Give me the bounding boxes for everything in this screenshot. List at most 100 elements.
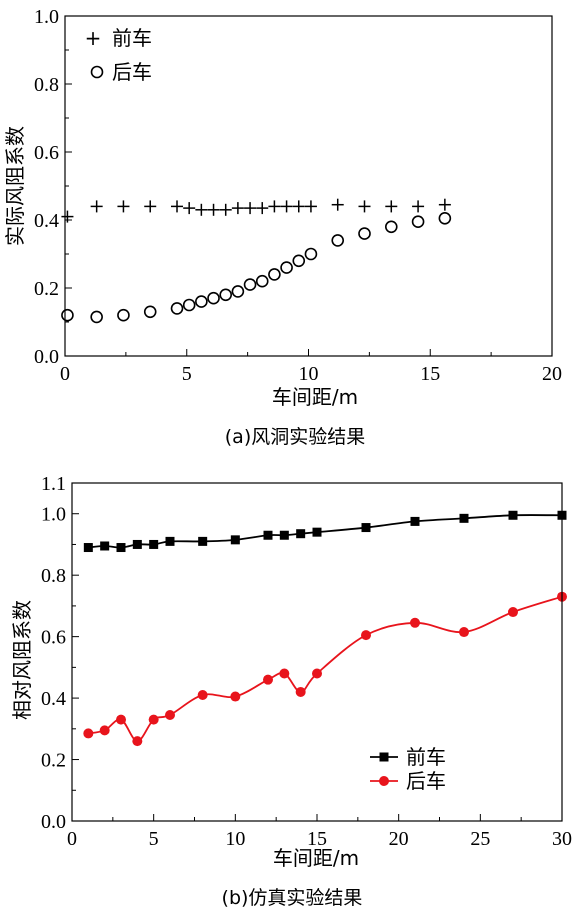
data-point-front xyxy=(361,523,371,533)
chart-a-legend: + 前车 后车 xyxy=(85,26,152,84)
data-point-rear xyxy=(143,305,157,319)
data-point-front xyxy=(304,200,317,213)
data-point-rear xyxy=(331,234,345,247)
data-point-rear xyxy=(117,308,130,322)
chart-b-ytick-label: 0.6 xyxy=(41,627,66,649)
data-point-front xyxy=(263,530,273,540)
chart-a-ytick-label: 0.2 xyxy=(34,278,59,300)
chart-a-ytick-label: 0.6 xyxy=(34,142,59,164)
data-point-front xyxy=(83,543,93,553)
data-point-front xyxy=(198,536,208,546)
data-point-rear xyxy=(384,220,398,234)
data-point-front xyxy=(116,543,126,553)
data-point-rear xyxy=(243,278,257,291)
data-point-front xyxy=(296,529,306,539)
data-point-rear xyxy=(207,291,220,305)
data-point-rear xyxy=(410,617,420,628)
legend-b-square-marker xyxy=(379,752,389,762)
data-point-rear xyxy=(165,709,175,720)
chart-b-xtick-label: 15 xyxy=(307,828,327,850)
chart-b-ylabel: 相对风阻系数 xyxy=(10,600,34,720)
data-point-rear xyxy=(411,215,425,228)
chart-a-caption: (a)风洞实验结果 xyxy=(225,426,365,448)
data-point-front xyxy=(438,198,451,211)
data-point-front xyxy=(171,200,184,213)
chart-a-ylabel: 实际风阻系数 xyxy=(3,126,27,246)
legend-a-plus-marker: + xyxy=(85,26,102,50)
data-point-rear xyxy=(459,627,469,638)
chart-b-xtick-label: 5 xyxy=(149,828,159,850)
data-point-rear xyxy=(83,728,94,739)
chart-b-xtick-label: 25 xyxy=(470,828,490,850)
chart-b-xtick-label: 0 xyxy=(67,828,77,850)
data-point-rear xyxy=(304,247,318,261)
chart-a-ytick-label: 0.4 xyxy=(34,210,59,232)
chart-b-lines xyxy=(88,514,563,743)
data-point-rear xyxy=(231,285,245,298)
data-point-front xyxy=(219,203,232,216)
data-point-front xyxy=(231,202,244,215)
data-point-front xyxy=(144,200,157,213)
chart-a-ytick-label: 0.0 xyxy=(34,346,59,368)
data-point-rear xyxy=(90,310,103,324)
chart-a-xtick-label: 20 xyxy=(542,363,562,385)
data-point-front xyxy=(244,202,257,215)
data-point-rear xyxy=(170,302,184,315)
chart-b-ytick-label: 0.2 xyxy=(41,750,66,772)
chart-b-ytick-label: 0.8 xyxy=(41,565,66,587)
data-point-rear xyxy=(312,668,322,679)
chart-a-xtick-label: 10 xyxy=(299,363,319,385)
chart-b-marks xyxy=(83,510,567,747)
chart-b-ticks: 0 5 10 15 20 25 30 0.0 0.2 0.4 0.6 0.8 1.0 1.1 xyxy=(41,473,572,850)
chart-b-caption: (b)仿真实验结果 xyxy=(222,887,363,909)
chart-b-xtick-label: 10 xyxy=(225,828,245,850)
series-line-rear xyxy=(88,595,563,743)
data-point-rear xyxy=(361,630,371,641)
data-point-rear xyxy=(219,288,233,302)
data-point-rear xyxy=(295,686,306,697)
data-point-rear xyxy=(268,268,281,281)
data-point-front xyxy=(358,200,371,213)
chart-a-ytick-label: 1.0 xyxy=(34,6,59,28)
legend-a-label-front: 前车 xyxy=(112,26,152,50)
data-point-front xyxy=(385,200,398,213)
data-point-front xyxy=(279,530,289,540)
data-point-front xyxy=(459,513,469,523)
series-line-front xyxy=(88,514,563,549)
data-point-rear xyxy=(116,714,126,725)
chart-a-xtick-label: 15 xyxy=(420,363,440,385)
data-point-front xyxy=(195,203,208,216)
data-point-rear xyxy=(255,274,269,288)
data-point-front xyxy=(230,535,240,545)
data-point-front xyxy=(268,200,281,213)
chart-a-xlabel: 车间距/m xyxy=(272,385,358,409)
data-point-rear xyxy=(230,691,241,702)
chart-a: 0 5 10 15 200.00.20.40.60.81.0 车间距/m 实际风阻系数 … xyxy=(3,6,562,448)
data-point-rear xyxy=(263,674,273,685)
data-point-front xyxy=(508,510,518,520)
data-point-front xyxy=(331,198,344,211)
data-point-rear xyxy=(279,668,290,679)
chart-a-ytick-label: 0.8 xyxy=(34,74,59,96)
data-point-front xyxy=(312,527,322,537)
chart-b: 0 5 10 15 20 25 300.00.20.40.60.81.01.1 车间距/m … xyxy=(10,473,572,909)
data-point-rear xyxy=(292,254,306,268)
data-point-front xyxy=(292,200,305,213)
data-point-front xyxy=(207,203,220,216)
data-point-rear xyxy=(438,212,452,225)
legend-b-circle-marker xyxy=(379,776,389,786)
data-point-rear xyxy=(280,261,293,274)
data-point-rear xyxy=(99,725,110,736)
chart-b-xtick-label: 20 xyxy=(389,828,409,850)
data-point-front xyxy=(61,210,74,223)
data-point-front xyxy=(410,516,420,526)
legend-a-circle-marker xyxy=(90,65,104,79)
data-point-rear xyxy=(61,308,74,322)
data-point-front xyxy=(132,539,142,549)
chart-b-xtick-label: 30 xyxy=(552,828,572,850)
data-point-front xyxy=(183,202,196,215)
legend-b-label-front: 前车 xyxy=(406,745,446,769)
chart-b-legend: 前车 后车 xyxy=(370,745,446,793)
chart-a-ticks: 0 5 10 15 20 0.0 0.2 0.4 0.6 0.8 1.0 xyxy=(34,6,562,385)
